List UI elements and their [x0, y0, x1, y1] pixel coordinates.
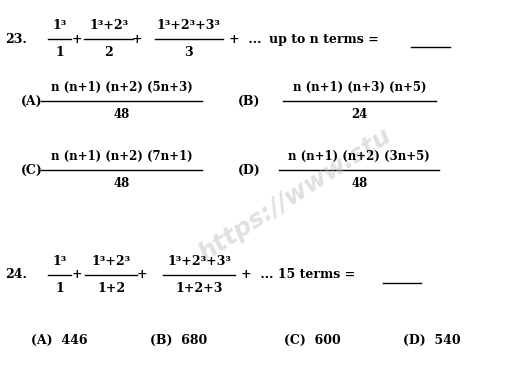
Text: +: +	[71, 33, 82, 46]
Text: (A): (A)	[21, 95, 42, 107]
Text: 48: 48	[113, 177, 130, 190]
Text: n (n+1) (n+2) (5n+3): n (n+1) (n+2) (5n+3)	[51, 81, 192, 94]
Text: 1³+2³+3³: 1³+2³+3³	[157, 19, 221, 32]
Text: n (n+1) (n+2) (7n+1): n (n+1) (n+2) (7n+1)	[51, 150, 192, 163]
Text: 1+2: 1+2	[97, 282, 125, 295]
Text: 48: 48	[113, 108, 130, 121]
Text: 1+2+3: 1+2+3	[175, 282, 223, 295]
Text: 3: 3	[185, 46, 193, 59]
Text: 1³: 1³	[52, 255, 67, 268]
Text: 1³+2³: 1³+2³	[89, 19, 128, 32]
Text: 23.: 23.	[5, 33, 27, 46]
Text: +: +	[71, 269, 82, 281]
Text: (C): (C)	[21, 164, 42, 177]
Text: up to n terms =: up to n terms =	[269, 33, 378, 46]
Text: (D): (D)	[238, 164, 261, 177]
Text: 48: 48	[351, 177, 368, 190]
Text: n (n+1) (n+3) (n+5): n (n+1) (n+3) (n+5)	[293, 81, 426, 94]
Text: +: +	[137, 269, 147, 281]
Text: (A)  446: (A) 446	[31, 334, 87, 347]
Text: 1³+2³+3³: 1³+2³+3³	[167, 255, 231, 268]
Text: 1: 1	[55, 46, 64, 59]
Text: 1³+2³: 1³+2³	[92, 255, 131, 268]
Text: +  ...: + ...	[229, 33, 262, 46]
Text: 1³: 1³	[52, 19, 67, 32]
Text: (B): (B)	[238, 95, 261, 107]
Text: (D)  540: (D) 540	[403, 334, 461, 347]
Text: 2: 2	[104, 46, 113, 59]
Text: https://www.stu: https://www.stu	[194, 123, 396, 266]
Text: (B)  680: (B) 680	[150, 334, 207, 347]
Text: +  ... 15 terms =: + ... 15 terms =	[241, 269, 355, 281]
Text: +: +	[132, 33, 142, 46]
Text: 1: 1	[55, 282, 64, 295]
Text: (C)  600: (C) 600	[284, 334, 341, 347]
Text: 24.: 24.	[5, 269, 27, 281]
Text: n (n+1) (n+2) (3n+5): n (n+1) (n+2) (3n+5)	[288, 150, 430, 163]
Text: 24: 24	[351, 108, 368, 121]
